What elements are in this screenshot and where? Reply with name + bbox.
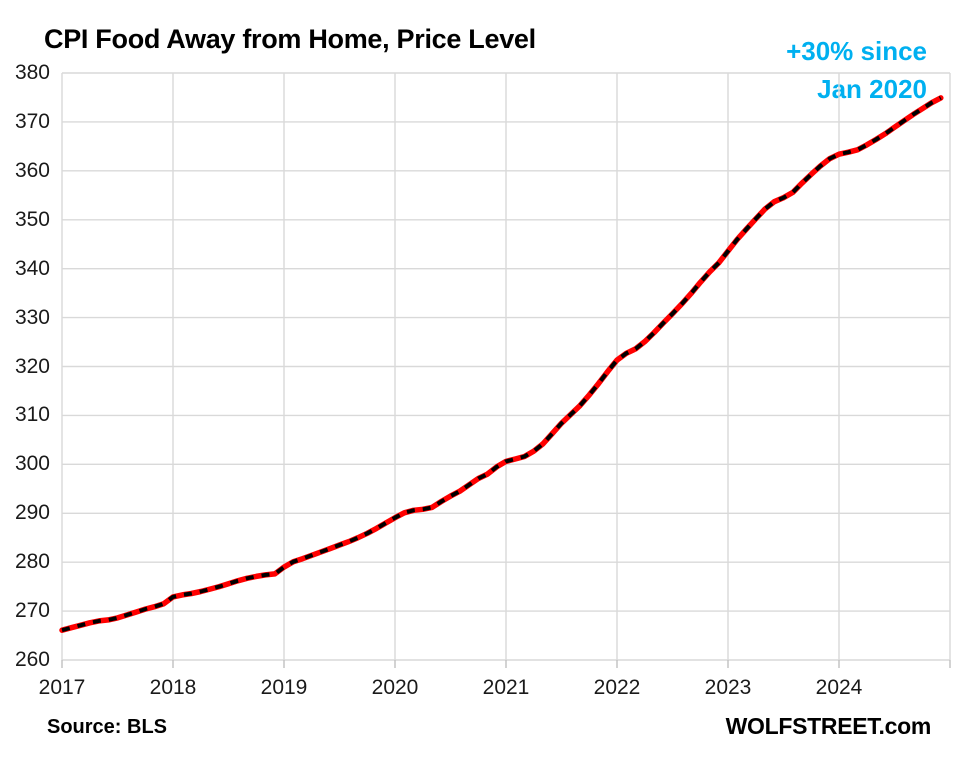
y-axis-tick-label: 280 [14,550,50,574]
x-axis-tick-label: 2018 [149,676,197,699]
annotation-line-1: +30% since [786,36,927,66]
x-axis-tick-label: 2019 [260,676,308,699]
y-axis-tick-label: 350 [14,207,50,231]
x-axis-tick-label: 2023 [704,676,752,699]
y-axis-tick-label: 330 [14,305,50,329]
chart-annotation: +30% since Jan 2020 [786,32,927,108]
price-level-line-dash-overlay [61,96,942,633]
gridlines [61,72,951,661]
annotation-line-2: Jan 2020 [817,74,927,104]
x-axis-ticks [61,660,951,668]
y-axis-tick-label: 290 [14,501,50,525]
y-axis-tick-label: 310 [14,403,50,427]
y-axis-tick-label: 320 [14,354,50,378]
y-axis-tick-label: 380 [14,61,50,84]
chart-title: CPI Food Away from Home, Price Level [44,24,536,54]
y-axis-tick-label: 260 [14,648,50,671]
x-axis-tick-label: 2022 [593,676,641,699]
x-axis-tick-label: 2017 [38,676,86,699]
x-axis-tick-label: 2021 [482,676,530,699]
y-axis-tick-label: 370 [14,109,50,133]
y-axis-tick-label: 270 [14,599,50,623]
y-axis-tick-label: 360 [14,158,50,182]
watermark-wolfstreet: WOLFSTREET.com [725,713,932,739]
x-axis-tick-label: 2024 [815,676,863,699]
y-axis-tick-label: 340 [14,256,50,280]
source-label: Source: BLS [47,716,168,738]
x-axis-tick-label: 2020 [371,676,419,699]
y-axis-tick-label: 300 [14,452,50,476]
